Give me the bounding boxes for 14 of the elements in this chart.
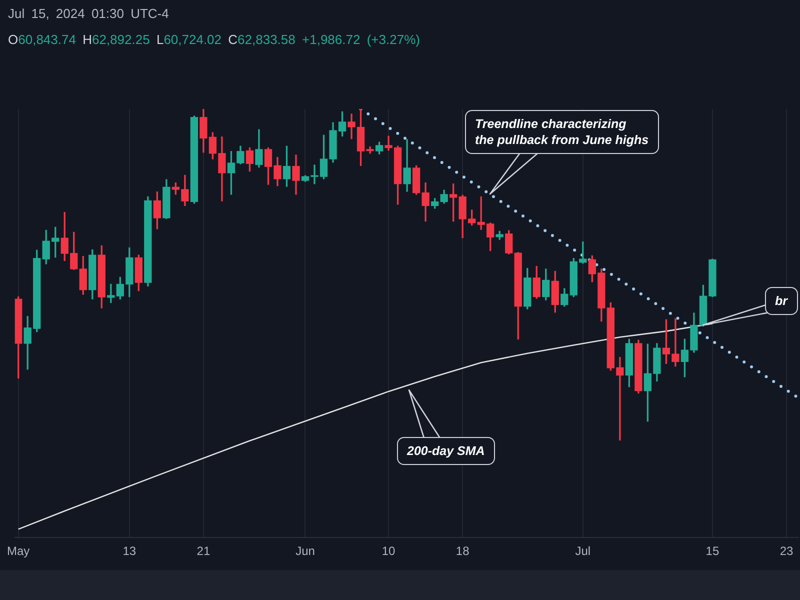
annotation: Treendline characterizing the pullback from June highs	[465, 110, 659, 154]
x-tick-label: 15	[706, 544, 720, 558]
x-tick-label: 13	[122, 544, 136, 558]
x-tick-label: May	[7, 544, 30, 558]
annotation: br	[765, 287, 798, 316]
x-tick-label: 10	[382, 544, 396, 558]
text: 200-day SMA	[397, 437, 495, 465]
x-tick-label: Jun	[296, 544, 315, 558]
text: O60,843.74 H62,892.25 L60,724.02 C62,833.58 +1,986.72 (+3.27%)	[8, 32, 420, 47]
x-tick-label: 21	[196, 544, 210, 558]
chart-title: Jul 15, 2024 01:30 UTC-4	[8, 6, 169, 22]
x-tick-label: 23	[780, 544, 794, 558]
x-tick-label: 18	[456, 544, 470, 558]
x-tick-label: Jul	[575, 544, 591, 558]
